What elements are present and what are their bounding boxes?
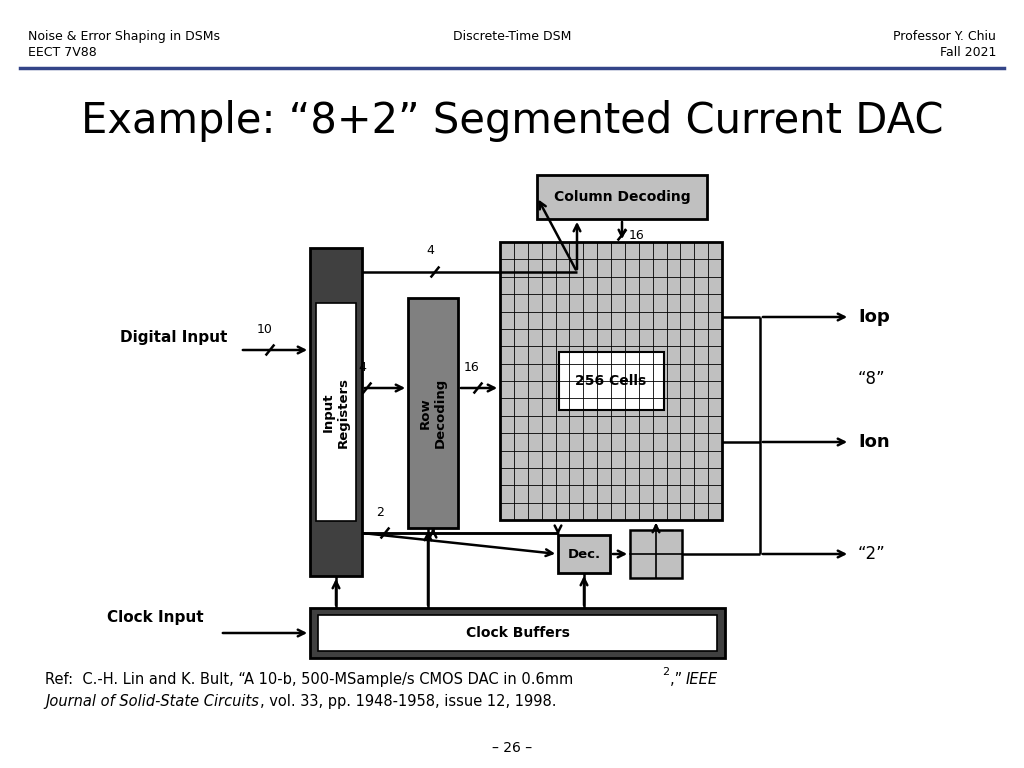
Bar (500, 242, 722, 520)
Text: 2: 2 (662, 667, 669, 677)
Text: 4: 4 (358, 361, 366, 374)
Text: Example: “8+2” Segmented Current DAC: Example: “8+2” Segmented Current DAC (81, 100, 943, 142)
Text: Ref:  C.-H. Lin and K. Bult, “A 10-b, 500-MSample/s CMOS DAC in 0.6mm: Ref: C.-H. Lin and K. Bult, “A 10-b, 500… (45, 672, 573, 687)
Text: Ion: Ion (858, 433, 890, 451)
Text: Noise & Error Shaping in DSMs: Noise & Error Shaping in DSMs (28, 30, 220, 43)
Text: Fall 2021: Fall 2021 (940, 46, 996, 59)
Text: Dec.: Dec. (567, 548, 600, 561)
Bar (630, 530, 682, 578)
Text: 2: 2 (376, 506, 384, 519)
Text: ,”: ,” (670, 672, 687, 687)
Text: 16: 16 (464, 361, 480, 374)
Text: EECT 7V88: EECT 7V88 (28, 46, 96, 59)
Text: – 26 –: – 26 – (492, 741, 532, 755)
Text: Input
Registers: Input Registers (322, 376, 350, 448)
Text: 4: 4 (426, 244, 434, 257)
Text: 256 Cells: 256 Cells (575, 374, 646, 388)
Text: “8”: “8” (858, 370, 886, 389)
Bar (310, 248, 362, 576)
Text: Professor Y. Chiu: Professor Y. Chiu (893, 30, 996, 43)
Text: 16: 16 (629, 229, 645, 242)
Text: Clock Input: Clock Input (106, 610, 204, 625)
Text: 10: 10 (257, 323, 273, 336)
Bar (558, 535, 610, 573)
Text: Iop: Iop (858, 308, 890, 326)
Bar (408, 298, 458, 528)
Text: Digital Input: Digital Input (120, 330, 227, 345)
Bar (310, 608, 725, 658)
Text: IEEE: IEEE (686, 672, 718, 687)
Text: Journal of Solid-State Circuits: Journal of Solid-State Circuits (45, 694, 259, 709)
Text: Clock Buffers: Clock Buffers (466, 626, 569, 640)
Bar (318, 615, 717, 651)
Bar (316, 303, 356, 521)
Text: , vol. 33, pp. 1948-1958, issue 12, 1998.: , vol. 33, pp. 1948-1958, issue 12, 1998… (260, 694, 556, 709)
Text: “2”: “2” (858, 545, 886, 563)
Text: Discrete-Time DSM: Discrete-Time DSM (453, 30, 571, 43)
Text: Column Decoding: Column Decoding (554, 190, 690, 204)
Bar (537, 175, 707, 219)
Bar (558, 352, 664, 410)
Text: Row
Decoding: Row Decoding (419, 378, 447, 448)
